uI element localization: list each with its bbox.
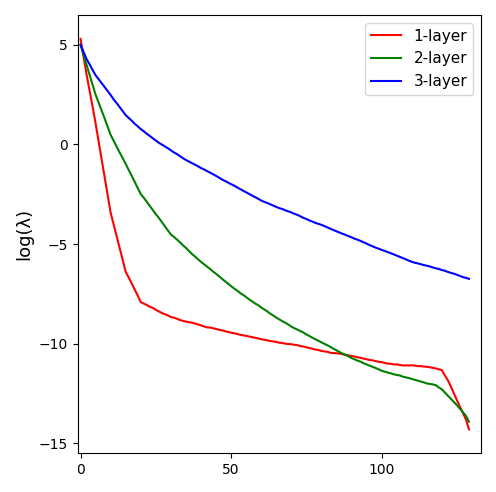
3-layer bbox=[433, 265, 439, 271]
3-layer bbox=[96, 76, 102, 82]
Line: 1-layer: 1-layer bbox=[80, 39, 469, 430]
3-layer bbox=[418, 261, 424, 267]
2-layer bbox=[96, 99, 102, 105]
3-layer bbox=[288, 210, 294, 215]
1-layer bbox=[96, 138, 102, 144]
Line: 2-layer: 2-layer bbox=[80, 45, 469, 422]
Legend: 1-layer, 2-layer, 3-layer: 1-layer, 2-layer, 3-layer bbox=[365, 23, 473, 95]
1-layer bbox=[77, 36, 83, 42]
2-layer bbox=[355, 358, 361, 364]
2-layer bbox=[466, 419, 472, 425]
3-layer bbox=[77, 42, 83, 48]
3-layer bbox=[466, 276, 472, 282]
2-layer bbox=[406, 375, 412, 381]
1-layer bbox=[355, 354, 361, 360]
3-layer bbox=[355, 237, 361, 243]
2-layer bbox=[433, 382, 439, 388]
1-layer bbox=[433, 366, 439, 371]
1-layer bbox=[288, 341, 294, 347]
1-layer bbox=[466, 427, 472, 432]
3-layer bbox=[406, 258, 412, 264]
1-layer bbox=[418, 363, 424, 369]
1-layer bbox=[406, 363, 412, 369]
2-layer bbox=[288, 324, 294, 330]
Y-axis label: log(λ): log(λ) bbox=[15, 208, 33, 260]
Line: 3-layer: 3-layer bbox=[80, 45, 469, 279]
2-layer bbox=[418, 378, 424, 384]
2-layer bbox=[77, 42, 83, 48]
